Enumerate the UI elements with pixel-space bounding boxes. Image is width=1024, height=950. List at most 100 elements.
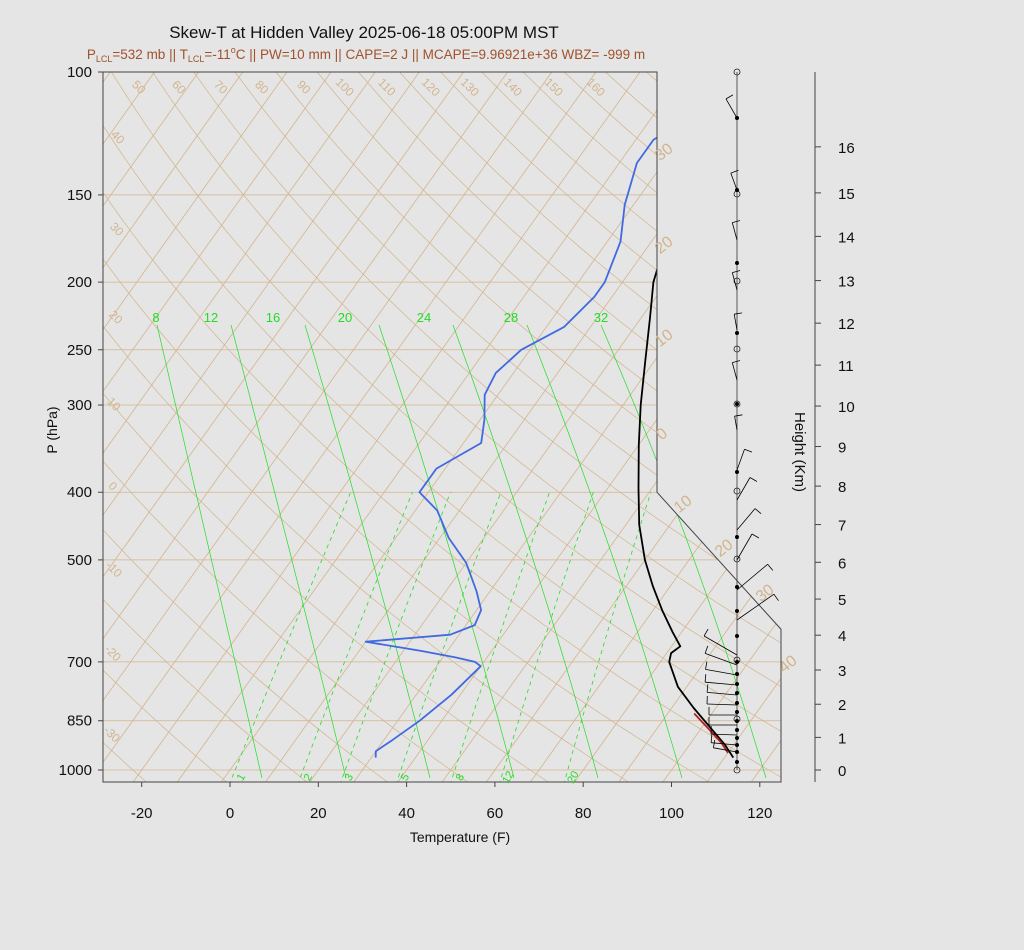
wind-barb-flag: [713, 739, 716, 748]
isotherm-line: [0, 72, 22, 785]
isotherm-line: [103, 72, 464, 782]
wind-barb: [731, 272, 738, 291]
wind-calm-circle: [733, 68, 741, 76]
wind-barb-flag: [751, 533, 760, 539]
wind-barb: [705, 669, 738, 676]
wind-barb-flag: [732, 220, 741, 223]
mixing-ratio-top-label: 28: [504, 310, 518, 325]
wind-barb: [705, 681, 738, 686]
dry-adiabat-line: [193, 72, 781, 782]
wind-level-dot: [735, 585, 739, 589]
wind-barb-flag: [710, 734, 713, 743]
wind-level-dot: [735, 691, 739, 695]
isotherm-line: [616, 72, 781, 782]
wind-barb-flag: [732, 360, 741, 363]
wind-barb: [733, 314, 738, 331]
mixing-ratio-bottom-label: 8: [454, 772, 467, 783]
wind-barb-flag: [744, 448, 753, 453]
mixing-ratio-line: [395, 492, 502, 782]
wind-barb: [713, 747, 738, 753]
wind-level-dot: [735, 710, 739, 714]
wind-level-dot: [735, 634, 739, 638]
isotherm-line: [748, 72, 781, 782]
dry-adiabat-line: [103, 72, 392, 782]
moist-adiabat-line: [378, 324, 515, 779]
wind-level-dot: [735, 719, 739, 723]
height-tick-label: 15: [838, 186, 855, 203]
moist-adiabat-line: [156, 324, 263, 779]
isotherm-line: [103, 72, 332, 782]
wind-level-dot: [735, 402, 739, 406]
dry-adiabat-line: [103, 72, 634, 782]
wind-level-dot: [735, 728, 739, 732]
height-axis-label: Height (Km): [791, 412, 808, 492]
p-lcl-sub: LCL: [96, 54, 113, 64]
wind-barb-flag: [734, 414, 743, 417]
wind-barb: [731, 222, 738, 241]
dry-adiabat-line: [103, 72, 472, 782]
subtitle-rest: C || PW=10 mm || CAPE=2 J || MCAPE=9.969…: [236, 47, 645, 62]
wind-barb-flag: [732, 270, 741, 273]
height-tick-label: 7: [838, 518, 846, 535]
wind-barb: [731, 362, 738, 381]
wind-level-dot: [735, 535, 739, 539]
wind-barb-flag: [705, 661, 708, 670]
height-tick-label: 12: [838, 316, 855, 333]
isotherm-line: [838, 72, 1024, 785]
isotherm-line: [103, 72, 508, 782]
dry-adiabat-line: [103, 72, 781, 782]
wind-calm-circle: [733, 487, 741, 495]
temperature-tick-label: 20: [310, 805, 327, 822]
wind-barb: [734, 416, 738, 431]
wind-level-dot: [735, 760, 739, 764]
mixing-ratio-top-label: 32: [594, 310, 608, 325]
temperature-tick-label: 80: [575, 805, 592, 822]
wind-barb-flag: [734, 312, 743, 315]
mixing-ratio-top-label: 16: [266, 310, 280, 325]
wind-level-dot: [735, 609, 739, 613]
temperature-tick-label: -20: [131, 805, 153, 822]
x-axis-label: Temperature (F): [410, 829, 510, 845]
wind-barb: [703, 635, 738, 656]
dry-adiabat-line: [111, 72, 781, 782]
y-axis-label: P (hPa): [44, 406, 60, 453]
pressure-tick-label: 150: [67, 187, 92, 204]
wind-level-dot: [735, 682, 739, 686]
wind-barb: [736, 563, 768, 591]
height-tick-label: 1: [838, 730, 846, 747]
moist-adiabat-line: [526, 324, 683, 779]
mixing-ratio-line: [449, 492, 550, 782]
mixing-ratio-top-label: 20: [338, 310, 352, 325]
mixing-ratio-top-label: 24: [417, 310, 431, 325]
isotherm-line: [103, 72, 244, 782]
moist-adiabat-line: [304, 324, 431, 779]
height-tick-label: 13: [838, 274, 855, 291]
isotherm-line: [219, 72, 729, 782]
moist-adiabat-line: [600, 324, 767, 779]
mixing-ratio-top-label: 12: [204, 310, 218, 325]
dry-adiabat-line: [103, 72, 553, 782]
plot-frame: [102, 71, 782, 783]
wind-barb-flag: [725, 94, 734, 100]
chart-title: Skew-T at Hidden Valley 2025-06-18 05:00…: [169, 23, 559, 42]
wind-level-dot: [735, 701, 739, 705]
moist-adiabat-line: [452, 324, 599, 779]
pressure-tick-label: 200: [67, 274, 92, 291]
wind-barb-flag: [754, 508, 762, 515]
mixing-ratio-bottom-label: 20: [565, 769, 582, 786]
wind-barb-flag: [706, 684, 709, 693]
height-tick-label: 9: [838, 440, 846, 457]
wind-barb: [706, 703, 738, 706]
dry-adiabat-line: [234, 72, 781, 782]
pressure-tick-label: 1000: [59, 762, 92, 779]
dry-adiabat-line: [103, 72, 231, 782]
height-tick-label: 11: [838, 358, 854, 375]
dry-adiabat-line: [103, 72, 781, 782]
plot-area: [103, 72, 781, 782]
height-tick-label: 6: [838, 555, 846, 572]
wind-level-dot: [735, 331, 739, 335]
isotherm-line: [103, 72, 376, 782]
pressure-tick-label: 700: [67, 654, 92, 671]
